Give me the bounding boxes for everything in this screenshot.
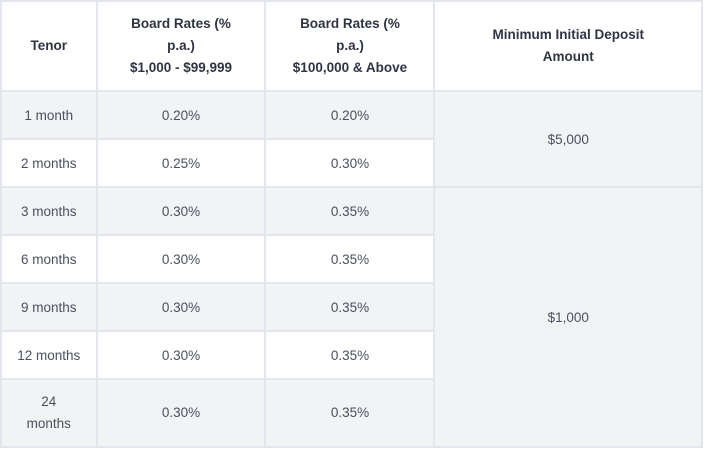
tenor-line1: 24: [41, 394, 57, 409]
header-min-deposit: Minimum Initial Deposit Amount: [433, 0, 703, 92]
rate-low-cell: 0.25%: [95, 138, 267, 188]
rate-low-cell: 0.30%: [95, 234, 267, 284]
tenor-cell: 9 months: [0, 282, 98, 332]
rate-high-cell: 0.35%: [264, 282, 436, 332]
header-board-rate-high: Board Rates (% p.a.) $100,000 & Above: [264, 0, 436, 92]
header-rate2-line2: p.a.): [336, 38, 364, 53]
rate-low-cell: 0.30%: [95, 282, 267, 332]
header-rate2-line3: $100,000 & Above: [292, 60, 408, 75]
header-deposit-line1: Minimum Initial Deposit: [492, 27, 644, 42]
header-board-rate-low: Board Rates (% p.a.) $1,000 - $99,999: [95, 0, 267, 92]
rate-low-cell: 0.20%: [95, 90, 267, 140]
rate-low-cell: 0.30%: [95, 186, 267, 236]
tenor-cell: 1 month: [0, 90, 98, 140]
table-row: 24 months 0.30% 0.35%: [0, 378, 702, 448]
table-row: 1 month 0.20% 0.20% $5,000: [0, 90, 703, 188]
tenor-line2: months: [26, 416, 71, 431]
tenor-cell: 12 months: [0, 330, 98, 380]
rate-high-cell: 0.35%: [264, 234, 436, 284]
rate-high-cell: 0.35%: [264, 378, 436, 448]
deposit-cell: $1,000: [433, 186, 703, 448]
header-rate1-line3: $1,000 - $99,999: [129, 60, 233, 75]
table-row: 3 months 0.30% 0.35% $1,000: [0, 186, 703, 448]
tenor-cell: 24 months: [0, 378, 98, 448]
tenor-cell: 3 months: [0, 186, 98, 236]
header-rate1-line2: p.a.): [167, 38, 195, 53]
rate-high-cell: 0.30%: [264, 138, 436, 188]
rate-low-cell: 0.30%: [95, 330, 267, 380]
header-tenor: Tenor: [0, 0, 98, 92]
header-row: Tenor Board Rates (% p.a.) $1,000 - $99,…: [0, 0, 703, 92]
table-row: 6 months 0.30% 0.35%: [0, 234, 702, 284]
deposit-cell: $5,000: [433, 90, 703, 188]
table-row: 12 months 0.30% 0.35%: [0, 330, 702, 380]
rate-low-cell: 0.30%: [95, 378, 267, 448]
header-rate1-line1: Board Rates (%: [131, 16, 231, 31]
header-rate2-line1: Board Rates (%: [300, 16, 400, 31]
header-deposit-line2: Amount: [542, 49, 594, 64]
table-row: 9 months 0.30% 0.35%: [0, 282, 702, 332]
rate-high-cell: 0.35%: [264, 330, 436, 380]
rate-high-cell: 0.20%: [264, 90, 436, 140]
tenor-cell: 6 months: [0, 234, 98, 284]
table-row: 2 months 0.25% 0.30%: [0, 138, 702, 188]
rate-high-cell: 0.35%: [264, 186, 436, 236]
tenor-cell: 2 months: [0, 138, 98, 188]
